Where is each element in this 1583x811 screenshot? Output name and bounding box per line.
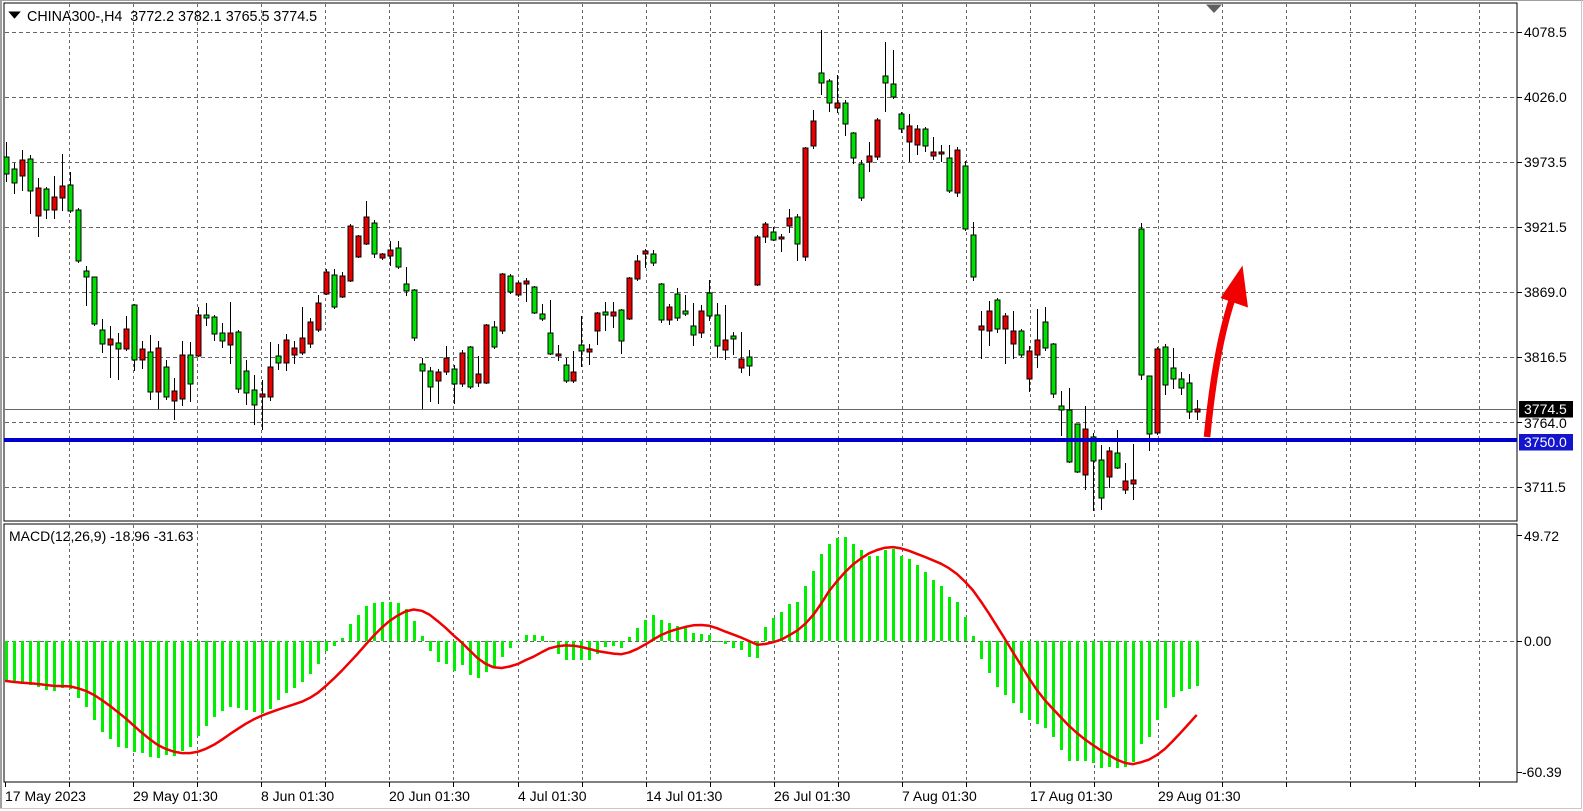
svg-text:7 Aug 01:30: 7 Aug 01:30 [902, 788, 977, 804]
svg-text:3816.5: 3816.5 [1524, 349, 1567, 365]
svg-text:3711.5: 3711.5 [1524, 479, 1566, 495]
svg-text:4026.0: 4026.0 [1524, 89, 1567, 105]
svg-text:3764.0: 3764.0 [1524, 415, 1567, 431]
svg-text:0.00: 0.00 [1524, 633, 1551, 649]
svg-text:14 Jul 01:30: 14 Jul 01:30 [646, 788, 722, 804]
svg-text:MACD(12,26,9) -18.96 -31.63: MACD(12,26,9) -18.96 -31.63 [9, 528, 194, 544]
svg-text:4078.5: 4078.5 [1524, 24, 1567, 40]
svg-text:3869.0: 3869.0 [1524, 284, 1567, 300]
svg-text:20 Jun 01:30: 20 Jun 01:30 [389, 788, 470, 804]
svg-text:3774.5: 3774.5 [1524, 401, 1567, 417]
svg-text:17 May 2023: 17 May 2023 [5, 788, 86, 804]
svg-text:3973.5: 3973.5 [1524, 154, 1567, 170]
svg-text:-60.39: -60.39 [1522, 764, 1562, 780]
svg-text:8 Jun 01:30: 8 Jun 01:30 [261, 788, 334, 804]
svg-text:4 Jul 01:30: 4 Jul 01:30 [518, 788, 587, 804]
svg-text:CHINA300-,H4 3772.2 3782.1 37: CHINA300-,H4 3772.2 3782.1 3765.5 3774.5 [27, 9, 317, 25]
svg-text:17 Aug 01:30: 17 Aug 01:30 [1030, 788, 1113, 804]
svg-text:3750.0: 3750.0 [1524, 434, 1567, 450]
svg-text:29 May 01:30: 29 May 01:30 [133, 788, 218, 804]
svg-text:26 Jul 01:30: 26 Jul 01:30 [774, 788, 850, 804]
svg-text:49.72: 49.72 [1524, 528, 1559, 544]
svg-text:3921.5: 3921.5 [1524, 219, 1567, 235]
svg-text:29 Aug 01:30: 29 Aug 01:30 [1158, 788, 1241, 804]
